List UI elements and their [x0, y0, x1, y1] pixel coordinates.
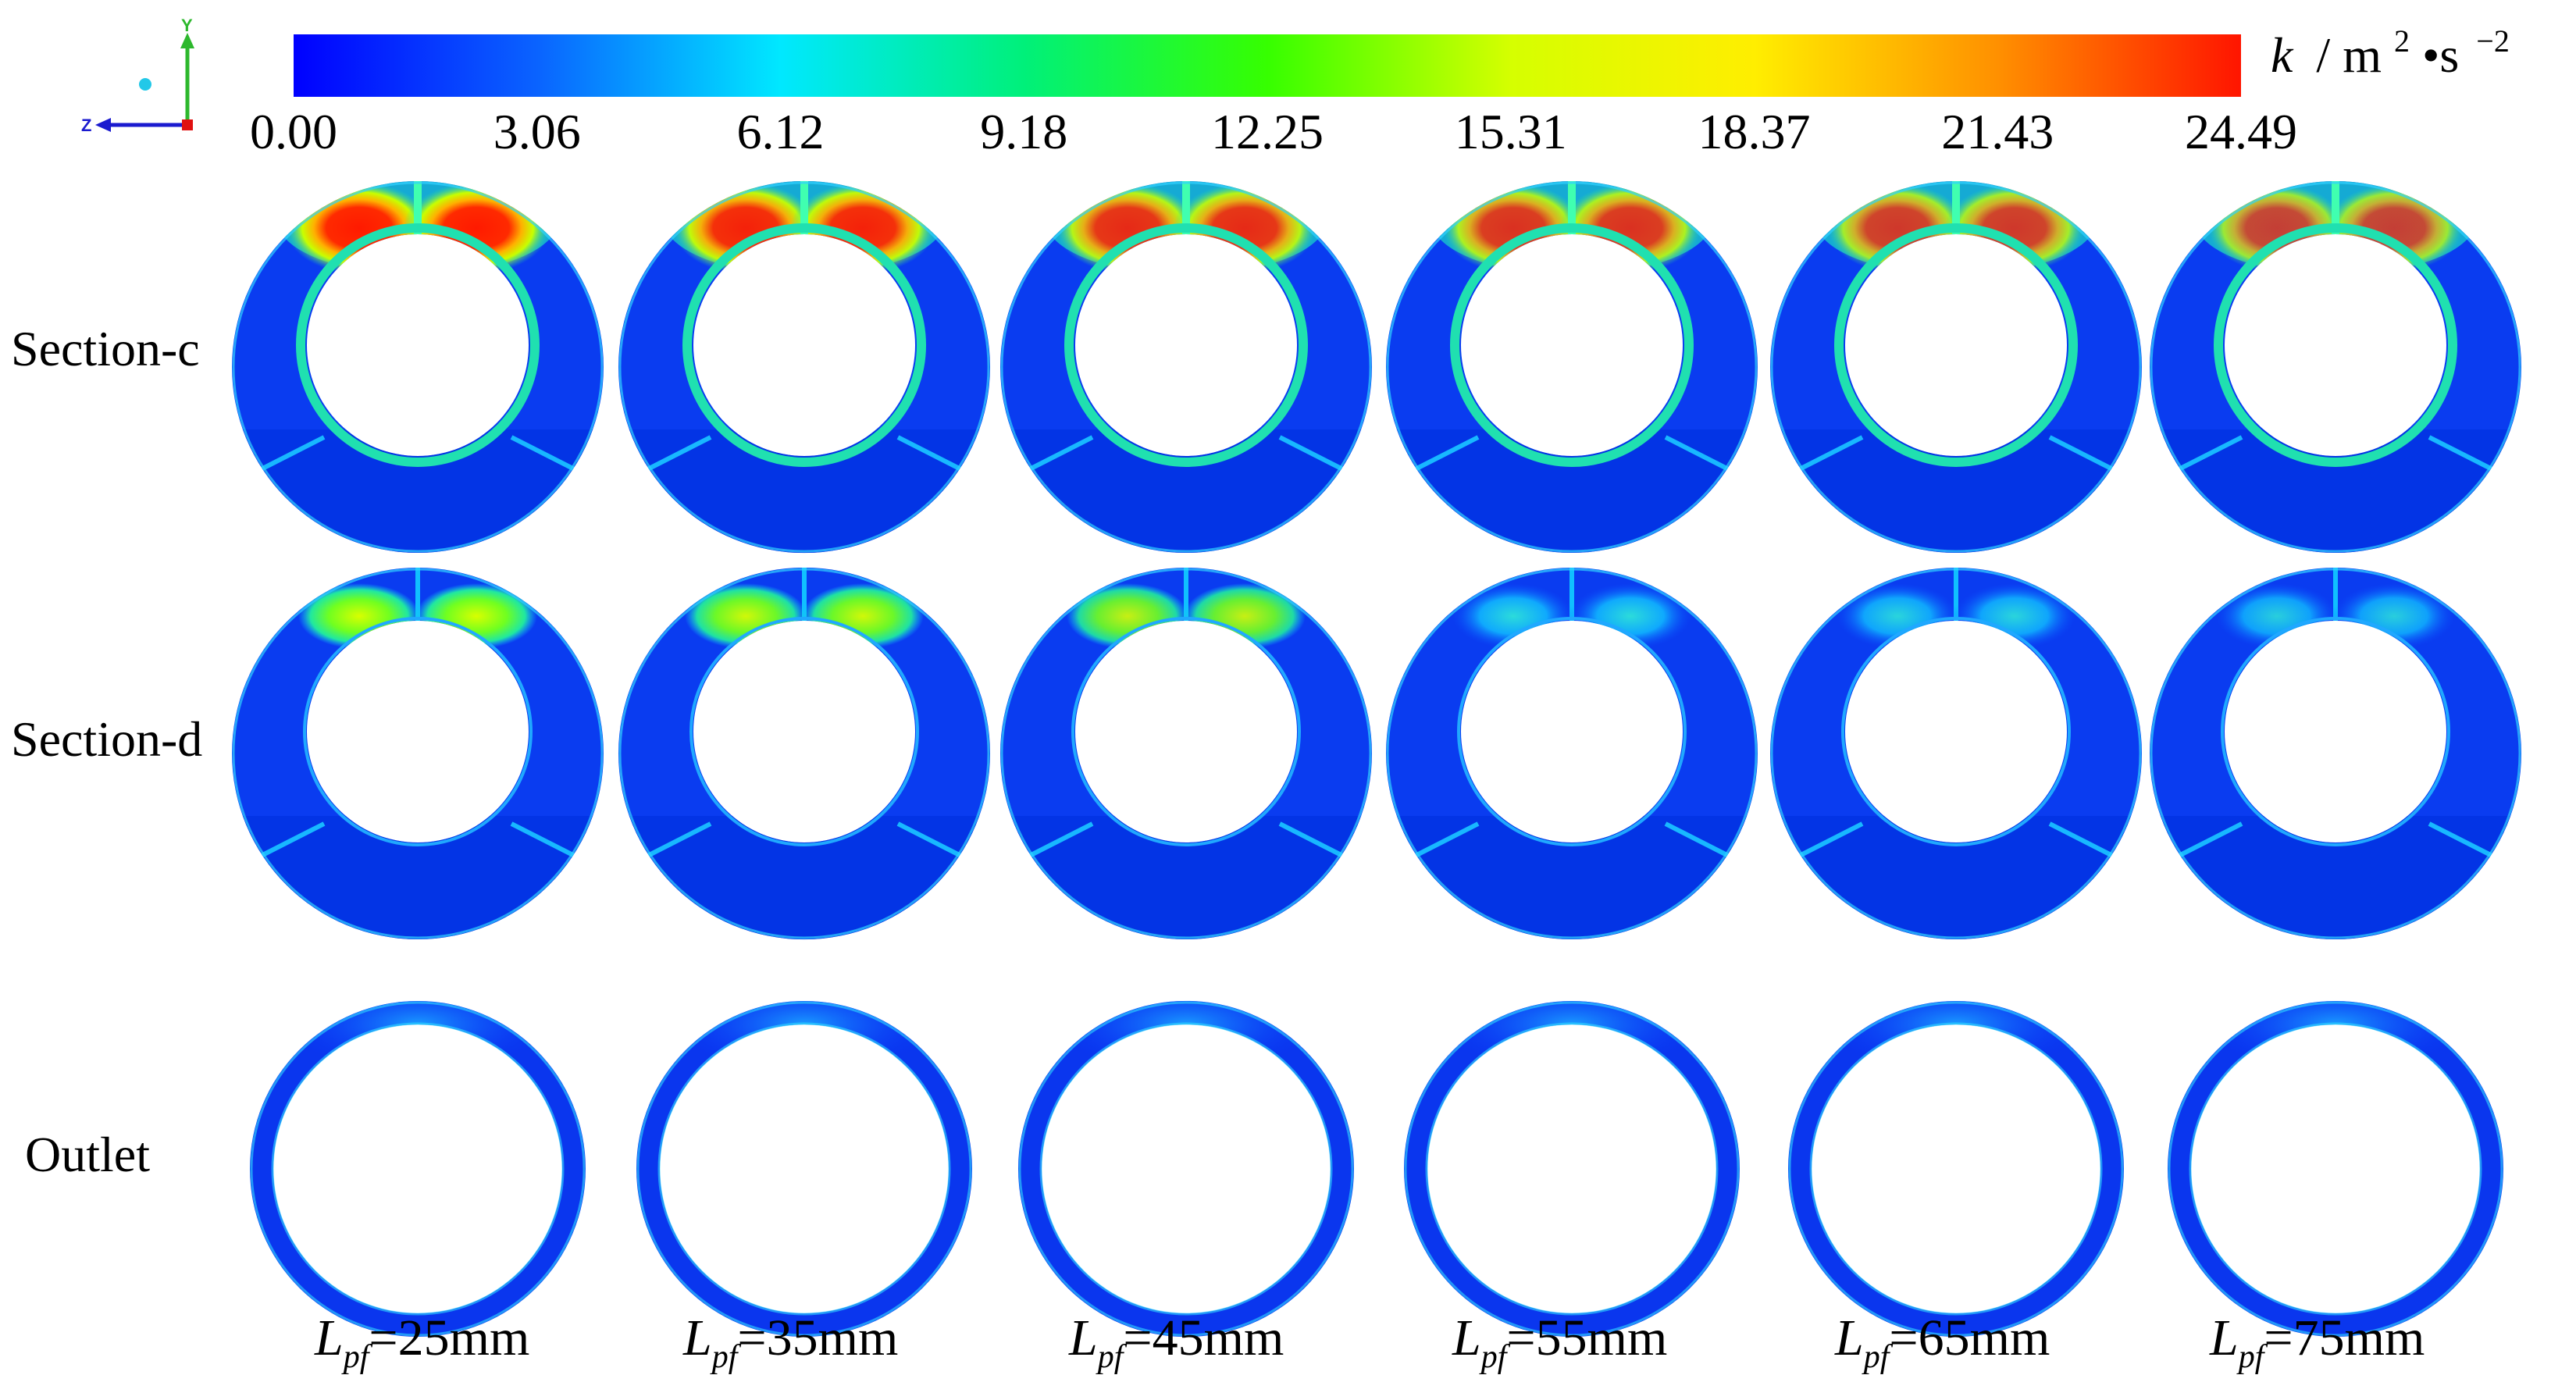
- axes-triad-icon: Y Z: [81, 16, 194, 135]
- colorbar-tick-label: 0.00: [250, 104, 337, 159]
- y-axis-label: Y: [181, 16, 193, 35]
- colorbar-tick-label: 6.12: [737, 104, 825, 159]
- contour-panels: [232, 180, 2521, 1337]
- unit-symbol: k: [2271, 27, 2294, 83]
- contour-panel-outlet-5: [1788, 1001, 2124, 1337]
- contour-panel-outlet-4: [1404, 1001, 1740, 1337]
- colorbar-ticks: 0.00 3.06 6.12 9.18 12.25 15.31 18.37 21.43 24.4…: [250, 104, 2297, 159]
- column-label-65mm: Lpf=65mm: [1834, 1309, 2050, 1375]
- contour-panel-c-1: [232, 181, 604, 553]
- colorbar-unit: k / m 2 •s −2: [2271, 7, 2510, 83]
- column-label-45mm: Lpf=45mm: [1068, 1309, 1284, 1375]
- column-label-35mm: Lpf=35mm: [682, 1309, 898, 1375]
- contour-panel-c-4: [1386, 181, 1758, 553]
- colorbar-tick-label: 3.06: [493, 104, 581, 159]
- colorbar-tick-label: 21.43: [1941, 104, 2054, 159]
- colorbar-tick-label: 15.31: [1455, 104, 1567, 159]
- contour-panel-d-3: [1000, 568, 1372, 939]
- contour-panel-outlet-2: [636, 1001, 972, 1337]
- z-axis-label: Z: [81, 116, 91, 135]
- x-axis-marker: [182, 119, 193, 130]
- y-axis-arrowhead: [180, 33, 194, 48]
- row-label-section-c: Section-c: [11, 321, 200, 376]
- contour-panel-d-5: [1770, 568, 2142, 939]
- contour-panel-d-6: [2150, 568, 2521, 939]
- contour-panel-outlet-6: [2168, 1001, 2503, 1337]
- contour-panel-c-3: [1000, 181, 1372, 553]
- unit-exponent-1: 2: [2394, 23, 2410, 59]
- z-axis-arrowhead: [95, 118, 111, 132]
- column-label-25mm: Lpf=25mm: [314, 1309, 529, 1375]
- row-label-section-d: Section-d: [11, 711, 202, 767]
- contour-panel-c-6: [2150, 181, 2521, 553]
- column-label-75mm: Lpf=75mm: [2209, 1309, 2425, 1375]
- unit-rest: / m: [2316, 27, 2382, 83]
- contour-panel-outlet-1: [250, 1001, 586, 1337]
- colorbar-tick-label: 18.37: [1698, 104, 1811, 159]
- colorbar-tick-label: 9.18: [980, 104, 1067, 159]
- unit-exponent-2: −2: [2476, 23, 2510, 59]
- contour-panel-outlet-3: [1018, 1000, 1354, 1337]
- unit-mid: •s: [2422, 27, 2459, 83]
- origin-sphere-icon: [139, 78, 151, 91]
- contour-panel-c-5: [1770, 181, 2142, 553]
- colorbar: 0.00 3.06 6.12 9.18 12.25 15.31 18.37 21.43 24.4…: [250, 7, 2510, 159]
- column-labels: Lpf=25mm Lpf=35mm Lpf=45mm Lpf=55mm Lpf=…: [314, 1309, 2425, 1375]
- column-label-55mm: Lpf=55mm: [1452, 1309, 1667, 1375]
- contour-panel-d-1: [232, 568, 604, 939]
- colorbar-tick-label: 24.49: [2185, 104, 2297, 159]
- colorbar-gradient: [294, 34, 2241, 97]
- contour-panel-d-4: [1386, 568, 1758, 939]
- row-label-outlet: Outlet: [25, 1127, 150, 1182]
- colorbar-tick-label: 12.25: [1211, 104, 1324, 159]
- contour-panel-d-2: [618, 568, 991, 940]
- contour-panel-c-2: [618, 180, 991, 554]
